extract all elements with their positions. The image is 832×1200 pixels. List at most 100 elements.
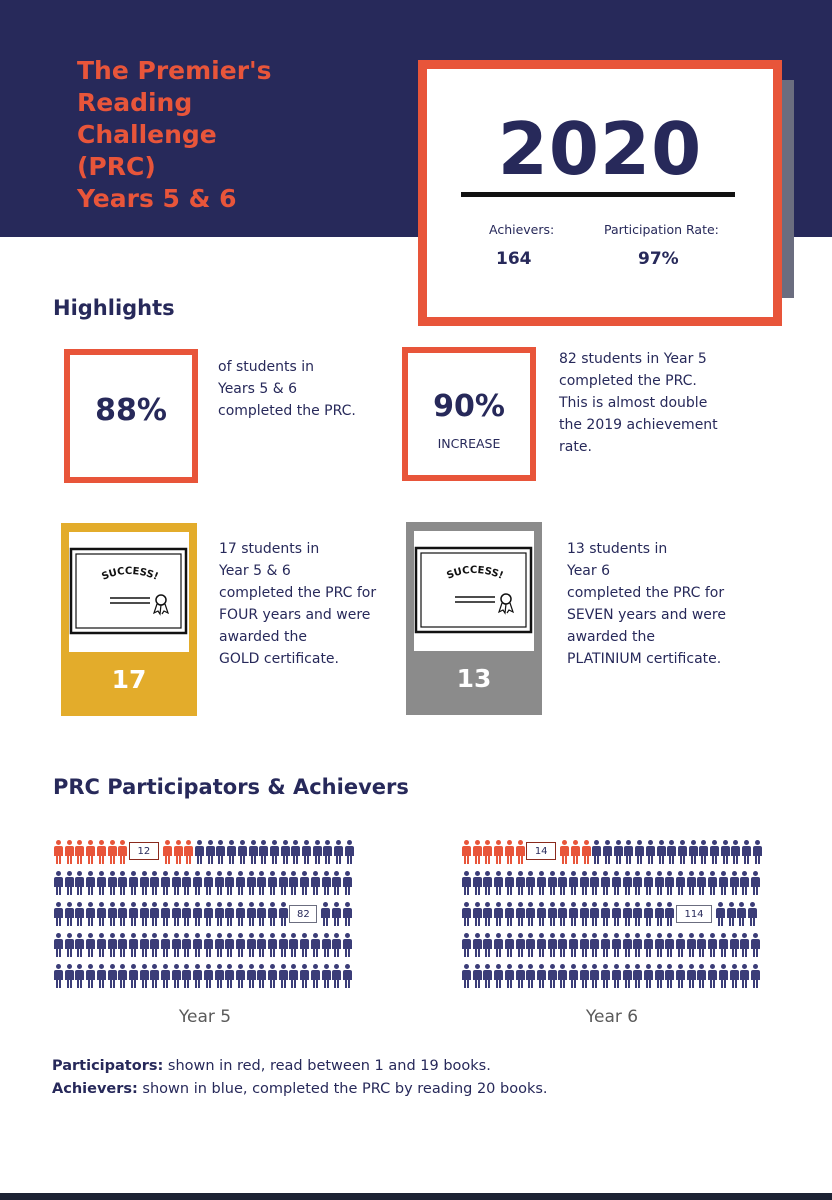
person-icon [171, 871, 181, 897]
stat1-line: completed the PRC. [218, 403, 356, 419]
person-icon [697, 871, 707, 897]
person-icon [54, 871, 63, 897]
title-line-1: The Premier's [77, 56, 272, 85]
person-icon [737, 902, 747, 928]
person-icon [161, 902, 170, 928]
person-icon [193, 933, 203, 959]
person-icon [504, 933, 514, 959]
stat-sub-increase: INCREASE [437, 436, 501, 451]
gold-line: GOLD certificate. [219, 651, 339, 667]
bottom-bar [0, 1193, 832, 1200]
person-icon [579, 964, 589, 990]
person-icon [526, 902, 536, 928]
person-icon [332, 933, 342, 959]
person-icon [718, 871, 728, 897]
person-icon [96, 902, 106, 928]
achievers-label: Achievers: [489, 222, 555, 237]
svg-text:SUCCESS!: SUCCESS! [100, 566, 159, 583]
year6-pictogram: 14 114 [462, 840, 767, 1000]
person-icon [193, 902, 203, 928]
person-icon [526, 933, 536, 959]
person-icon [280, 840, 290, 866]
platinum-count: 13 [456, 664, 492, 693]
person-icon [590, 871, 600, 897]
person-icon [248, 840, 258, 866]
person-icon [720, 840, 730, 866]
person-icon [150, 871, 160, 897]
person-icon [278, 902, 288, 928]
stat1-description: of students in Years 5 & 6 completed the… [218, 356, 356, 422]
person-icon [633, 902, 643, 928]
person-icon [472, 902, 482, 928]
person-icon [289, 933, 299, 959]
person-icon [515, 840, 525, 866]
person-icon [107, 933, 117, 959]
person-icon [742, 840, 752, 866]
svg-text:SUCCESS!: SUCCESS! [445, 565, 504, 582]
person-icon [75, 871, 85, 897]
person-icon [203, 871, 213, 897]
platinum-line: SEVEN years and were [567, 607, 726, 623]
person-icon [654, 902, 664, 928]
person-icon [515, 902, 525, 928]
person-icon [54, 933, 63, 959]
person-icon [54, 840, 63, 866]
person-icon [686, 871, 696, 897]
person-icon [740, 871, 750, 897]
person-icon [633, 871, 643, 897]
participation-value: 97% [638, 249, 679, 269]
person-icon [64, 902, 74, 928]
stat1-line: Years 5 & 6 [218, 381, 298, 397]
person-icon [203, 964, 213, 990]
person-icon [483, 933, 493, 959]
participators-count-label: 12 [128, 842, 159, 860]
legend-achievers: Achievers: shown in blue, completed the … [52, 1081, 548, 1097]
person-icon [472, 871, 482, 897]
person-icon [526, 964, 536, 990]
person-icon [656, 840, 666, 866]
person-icon [118, 902, 128, 928]
person-icon [75, 840, 85, 866]
person-icon [750, 871, 760, 897]
platinum-certificate-card: SUCCESS! 13 [406, 522, 542, 715]
year-divider [461, 192, 735, 197]
legend-participators-label: Participators: [52, 1058, 164, 1074]
person-icon [483, 964, 493, 990]
person-icon [173, 840, 183, 866]
person-icon [601, 933, 611, 959]
stat2-line: completed the PRC. [559, 373, 697, 389]
page-title: The Premier's Reading Challenge (PRC) Ye… [77, 55, 377, 215]
person-icon [278, 871, 288, 897]
person-icon [504, 902, 514, 928]
person-icon [310, 871, 320, 897]
certificate-word: SUCCESS! [100, 566, 159, 583]
person-icon [710, 840, 719, 866]
person-icon [697, 933, 707, 959]
person-icon [483, 840, 493, 866]
person-icon [579, 933, 589, 959]
highlights-heading: Highlights [53, 296, 175, 320]
person-icon [536, 964, 546, 990]
person-icon [677, 840, 687, 866]
person-icon [278, 964, 288, 990]
person-icon [624, 840, 634, 866]
person-icon [676, 964, 685, 990]
person-icon [75, 902, 85, 928]
person-icon [643, 871, 653, 897]
person-icon [547, 933, 557, 959]
person-icon [752, 840, 762, 866]
person-icon [64, 964, 74, 990]
person-icon [611, 933, 621, 959]
person-icon [342, 871, 352, 897]
person-icon [193, 964, 203, 990]
person-icon [203, 902, 213, 928]
person-icon [195, 840, 204, 866]
person-icon [150, 964, 160, 990]
person-icon [547, 902, 557, 928]
stat2-description: 82 students in Year 5 completed the PRC.… [559, 348, 718, 458]
person-icon [590, 933, 600, 959]
person-icon [118, 840, 128, 866]
person-icon [686, 964, 696, 990]
person-icon [310, 964, 320, 990]
year5-pictogram: 12 82 [54, 840, 359, 1000]
